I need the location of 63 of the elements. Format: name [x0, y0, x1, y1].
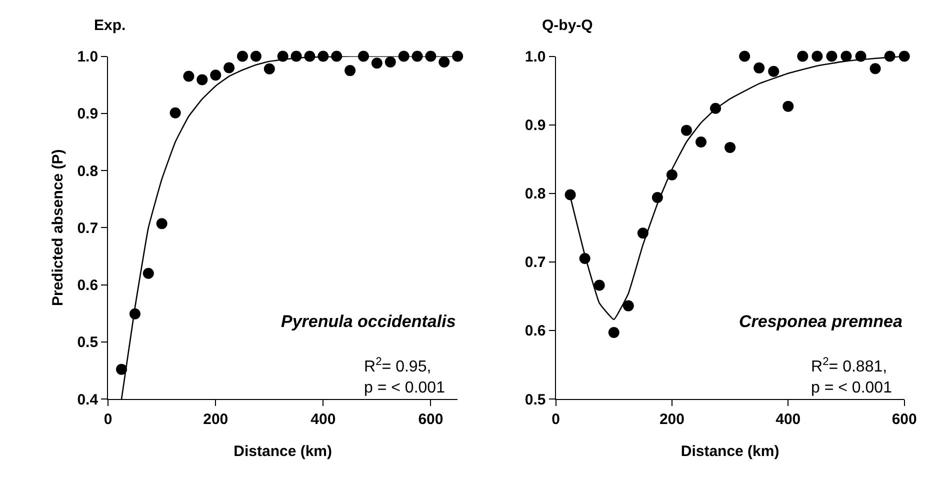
x-tick-label: 400 [310, 411, 336, 428]
point [264, 63, 275, 74]
y-tick-label: 0.4 [77, 391, 99, 408]
y-tick-label: 0.5 [524, 391, 546, 408]
x-tick-label: 200 [203, 411, 228, 428]
point [116, 364, 128, 375]
y-tick-label: 0.9 [77, 106, 98, 123]
y-tick-label: 0.6 [77, 277, 98, 294]
y-tick-label: 1.0 [524, 48, 546, 66]
point [564, 189, 576, 200]
point [696, 136, 707, 148]
y-tick-label: 0.8 [77, 162, 98, 180]
point [224, 62, 235, 74]
point [156, 218, 168, 230]
y-tick-label: 0.7 [524, 254, 546, 272]
x-tick-label: 600 [418, 411, 444, 428]
x-tick-label: 200 [659, 411, 684, 428]
point [782, 100, 794, 112]
x-axis-title: Distance (km) [680, 443, 780, 460]
point [797, 50, 808, 62]
chart-title: Exp. [94, 17, 126, 34]
point [812, 50, 823, 62]
annotation: R$^{2}$= 0.95, p = < 0.001 [364, 356, 446, 397]
x-tick-label: 0 [552, 411, 560, 428]
point [142, 268, 154, 279]
point [768, 66, 780, 77]
annotation: Pyrenula occidentalis [281, 312, 456, 331]
annotation: R$^{2}$= 0.881, p = < 0.001 [811, 356, 892, 397]
point [724, 142, 736, 153]
point [898, 50, 910, 62]
annotation: Cresponea premnea [739, 312, 902, 331]
y-tick-label: 0.6 [524, 322, 546, 340]
point [608, 327, 620, 338]
point [594, 280, 605, 291]
point [170, 107, 181, 118]
point [680, 124, 692, 136]
point [840, 50, 852, 62]
point [210, 70, 222, 81]
point [384, 56, 396, 68]
point [826, 50, 838, 62]
y-tick-label: 0.5 [77, 334, 98, 352]
point [250, 50, 262, 62]
point [183, 70, 194, 82]
x-tick-label: 400 [776, 411, 801, 428]
x-tick-label: 0 [104, 411, 112, 428]
x-tick-label: 600 [892, 411, 917, 428]
point [237, 50, 248, 62]
point [622, 300, 634, 312]
y-axis-title: Predicted absence (P) [49, 149, 66, 306]
point [870, 63, 881, 74]
y-tick-label: 0.7 [77, 220, 98, 237]
x-axis-title: Distance (km) [234, 443, 332, 460]
y-tick-label: 0.9 [524, 117, 546, 134]
point [344, 65, 356, 76]
y-tick-label: 0.8 [524, 186, 546, 203]
point [452, 50, 464, 62]
y-tick-label: 1.0 [77, 48, 98, 66]
point [196, 74, 208, 86]
point [371, 58, 382, 69]
point [438, 56, 450, 68]
point [754, 62, 765, 74]
point [739, 50, 750, 62]
chart-title: Q-by-Q [542, 17, 594, 34]
